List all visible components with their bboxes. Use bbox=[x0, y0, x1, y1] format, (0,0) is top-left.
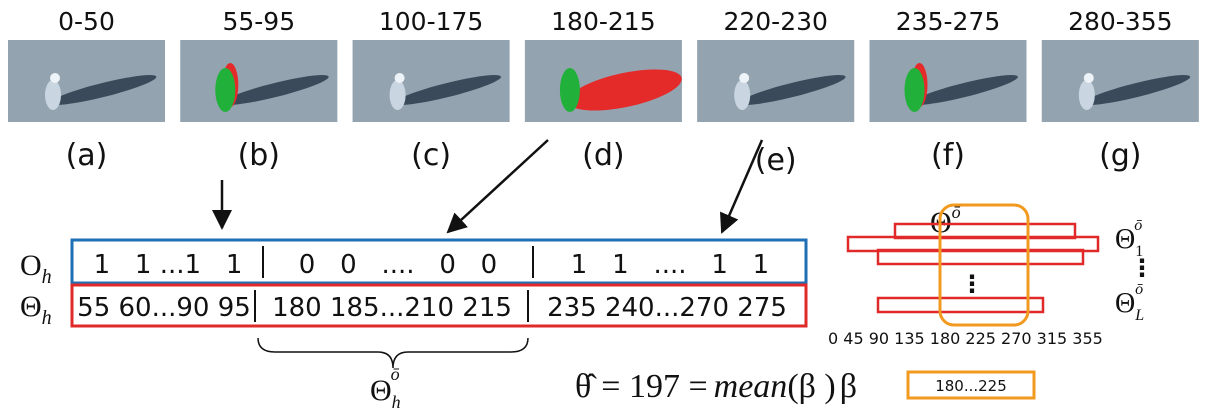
panel-range: 55-95 bbox=[222, 7, 295, 36]
panel-image bbox=[180, 40, 337, 122]
row-symbol: Oh bbox=[20, 249, 52, 288]
person-head bbox=[395, 73, 405, 83]
green-overlay bbox=[905, 68, 925, 112]
axis-labels: 0 45 90 135 180 225 270 315 355 bbox=[828, 329, 1103, 348]
person-head bbox=[739, 73, 749, 83]
panel-image bbox=[525, 40, 685, 122]
panels bbox=[8, 40, 1199, 122]
person bbox=[390, 80, 406, 110]
cell: 235 240...270 275 bbox=[547, 293, 787, 323]
arrow bbox=[448, 140, 548, 232]
panel-caption: (c) bbox=[411, 138, 451, 173]
cell: 1 1 .... 1 1 bbox=[571, 250, 769, 280]
panel-caption: (d) bbox=[582, 138, 624, 173]
bar-label: ΘLō bbox=[1115, 281, 1144, 324]
panel-caption: (b) bbox=[238, 138, 280, 173]
panel-range: 180-215 bbox=[551, 7, 655, 36]
dots: ⋮ bbox=[960, 270, 984, 298]
green-overlay bbox=[215, 68, 235, 112]
range-box-label: 180...225 bbox=[935, 377, 1007, 395]
person-head bbox=[50, 73, 60, 83]
green-overlay bbox=[560, 68, 580, 112]
panel-range: 280-355 bbox=[1068, 7, 1172, 36]
cell: 55 60...90 95 bbox=[77, 293, 251, 323]
dots: ⋮ bbox=[1130, 254, 1154, 282]
row-symbol: Θh bbox=[20, 290, 52, 329]
panel-image bbox=[870, 40, 1027, 122]
panel-image bbox=[353, 40, 510, 122]
panel-caption: (e) bbox=[755, 143, 797, 178]
panel-range: 100-175 bbox=[379, 7, 483, 36]
panel-range: 235-275 bbox=[896, 7, 1000, 36]
cell: 180 185...210 215 bbox=[272, 293, 512, 323]
panel-range: 220-230 bbox=[723, 7, 827, 36]
panel-image bbox=[697, 40, 854, 122]
orientation-bar bbox=[878, 298, 1043, 312]
person-head bbox=[1084, 73, 1094, 83]
panel-image bbox=[1042, 40, 1199, 122]
figure: Oh 1 1 ...1 1 0 0 .... 0 0 1 1 .... 1 1 … bbox=[0, 0, 1205, 414]
brace-label: Θhō bbox=[370, 364, 401, 412]
cell: 0 0 .... 0 0 bbox=[299, 250, 497, 280]
panel-range: 0-50 bbox=[58, 7, 115, 36]
person bbox=[734, 80, 750, 110]
panel-caption: (a) bbox=[66, 138, 108, 173]
panel-image bbox=[8, 40, 165, 122]
cell: 1 1 ...1 1 bbox=[94, 250, 243, 280]
person bbox=[45, 80, 61, 110]
formula: θ̂= 197 =mean(β )β bbox=[575, 368, 857, 405]
panel-caption: (f) bbox=[931, 138, 965, 173]
panel-caption: (g) bbox=[1099, 138, 1141, 173]
person bbox=[1079, 80, 1095, 110]
